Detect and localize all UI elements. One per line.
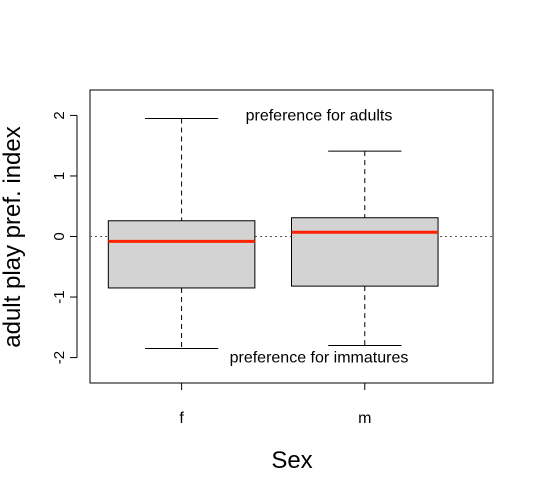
x-tick-label: f <box>179 410 184 427</box>
y-tick-label: -1 <box>51 290 68 303</box>
y-tick-label: 2 <box>51 111 68 119</box>
boxes-group <box>107 117 439 349</box>
x-axis-label: Sex <box>271 447 312 474</box>
y-tick-label: 1 <box>51 172 68 180</box>
y-axis: -2 -1 0 1 2 <box>51 111 78 364</box>
y-axis-label: adult play pref. index <box>0 126 26 347</box>
y-tick-label: 0 <box>51 232 68 240</box>
iqr-box <box>291 217 439 287</box>
y-tick-label: -2 <box>51 351 68 364</box>
box-m <box>291 150 439 346</box>
annotation-adults: preference for adults <box>246 107 393 124</box>
iqr-box <box>107 220 256 289</box>
annotation-immatures: preference for immatures <box>230 350 409 367</box>
box-f <box>107 117 256 349</box>
x-tick-label: m <box>358 410 371 427</box>
